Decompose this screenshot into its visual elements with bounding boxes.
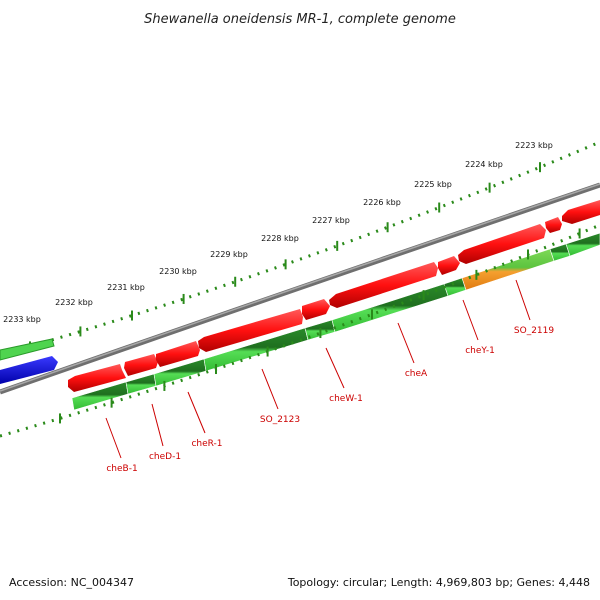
map-title: Shewanella oneidensis MR-1, complete gen…: [144, 12, 456, 27]
forward-gene[interactable]: [458, 224, 546, 264]
forward-strand-genes: [68, 200, 600, 392]
ruler-label-2226: 2226 kbp: [363, 198, 401, 207]
leader-line: [397, 322, 415, 364]
gene-labels: cheB-1 cheD-1 cheR-1 SO_2123 cheW-1 cheA…: [106, 326, 554, 474]
ruler-label-2230: 2230 kbp: [159, 267, 197, 276]
blue-feature-fragment: [0, 356, 58, 384]
green-feature-fragment: [0, 338, 55, 361]
ruler-label-2229: 2229 kbp: [210, 250, 248, 259]
ruler-label-2224: 2224 kbp: [465, 160, 503, 169]
ruler-label-2225: 2225 kbp: [414, 180, 452, 189]
gene-label[interactable]: SO_2119: [514, 326, 554, 336]
topology-text: Topology: circular; Length: 4,969,803 bp…: [287, 576, 590, 589]
gene-label[interactable]: cheA: [405, 369, 428, 379]
forward-gene[interactable]: [562, 200, 600, 224]
reverse-gene[interactable]: [565, 232, 600, 257]
gene-label[interactable]: cheW-1: [329, 394, 363, 404]
reverse-gene-cheD-1[interactable]: [125, 373, 157, 395]
leader-line: [151, 403, 164, 447]
gene-label[interactable]: SO_2123: [260, 415, 300, 425]
forward-gene[interactable]: [302, 299, 330, 320]
ruler-label-2231: 2231 kbp: [107, 283, 145, 292]
leader-line: [515, 279, 531, 321]
leader-line: [187, 391, 206, 434]
gene-leader-lines: [105, 279, 531, 459]
forward-gene[interactable]: [438, 256, 460, 275]
ruler-label-2228: 2228 kbp: [261, 234, 299, 243]
genome-backbone-highlight: [0, 183, 600, 392]
reverse-strand-genes: [71, 232, 600, 411]
leader-line: [462, 299, 479, 341]
ruler-track: 2233 kbp 2232 kbp 2231 kbp 2230 kbp 2229…: [0, 140, 600, 357]
ruler-label-2232: 2232 kbp: [55, 298, 93, 307]
forward-gene[interactable]: [545, 217, 562, 233]
leader-line: [325, 347, 345, 389]
forward-gene[interactable]: [68, 364, 126, 392]
forward-gene[interactable]: [124, 354, 158, 376]
leader-line: [261, 368, 279, 410]
forward-gene[interactable]: [156, 341, 200, 367]
gene-label[interactable]: cheR-1: [191, 439, 222, 449]
gene-label[interactable]: cheD-1: [149, 452, 181, 462]
inner-tick-track: [0, 223, 600, 438]
forward-gene[interactable]: [198, 309, 303, 352]
forward-gene[interactable]: [329, 262, 438, 308]
ruler-label-2233: 2233 kbp: [3, 315, 41, 324]
gene-label[interactable]: cheY-1: [465, 346, 495, 356]
ruler-label-2227: 2227 kbp: [312, 216, 350, 225]
ruler-label-2223: 2223 kbp: [515, 141, 553, 150]
gene-label[interactable]: cheB-1: [106, 464, 137, 474]
genome-backbone: [0, 182, 600, 395]
leader-line: [105, 417, 122, 459]
accession-text: Accession: NC_004347: [9, 576, 134, 589]
